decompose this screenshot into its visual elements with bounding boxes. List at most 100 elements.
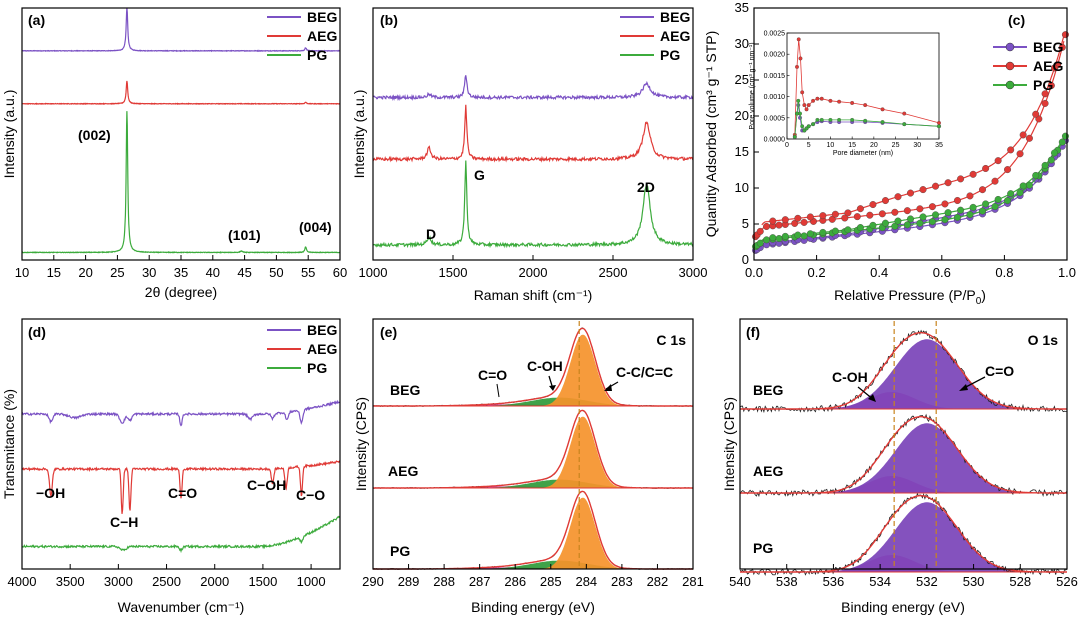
y-axis-title: Intensity (a.u.) bbox=[1, 90, 17, 179]
x-tick-label: 0.0 bbox=[745, 265, 763, 280]
legend-label-beg: BEG bbox=[307, 9, 337, 25]
adsorption-point-pg bbox=[991, 203, 999, 211]
inset-point-aeg bbox=[850, 101, 855, 105]
desorption-point-aeg bbox=[1050, 64, 1058, 72]
desorption-point-pg bbox=[932, 211, 940, 219]
y-tick-label: 25 bbox=[735, 72, 749, 87]
arrowhead-coh bbox=[868, 394, 876, 402]
x-tick-label: 281 bbox=[682, 574, 704, 589]
plot-frame bbox=[739, 318, 1068, 570]
panel-d: 4000 3500 3000 2500 2000 1500 1000 (d) BEG AEG P… bbox=[1, 318, 341, 615]
inset-point-pg bbox=[850, 117, 855, 122]
desorption-point-aeg bbox=[994, 157, 1002, 165]
inset-point-aeg bbox=[795, 64, 799, 69]
x-tick-label: 55 bbox=[301, 265, 315, 280]
annotation-002: (002) bbox=[78, 127, 111, 143]
inset-point-pg bbox=[811, 122, 816, 127]
x-tick-label: 60 bbox=[333, 265, 347, 280]
x-tick-label: 25 bbox=[110, 265, 124, 280]
desorption-point-aeg bbox=[907, 189, 915, 197]
series-line-beg bbox=[21, 399, 341, 427]
x-tick-label: 4000 bbox=[8, 574, 37, 589]
legend-label-aeg: AEG bbox=[660, 28, 690, 44]
x-axis-title: Relative Pressure (P/P0) bbox=[834, 287, 986, 307]
y-tick-label: 20 bbox=[735, 108, 749, 123]
adsorption-point-aeg bbox=[763, 222, 771, 230]
x-tick-label: 50 bbox=[269, 265, 283, 280]
adsorption-point-pg bbox=[1047, 156, 1055, 164]
fit-envelope-line bbox=[373, 490, 693, 570]
adsorption-point-aeg bbox=[991, 177, 999, 185]
desorption-point-pg bbox=[819, 228, 827, 236]
x-tick-label: 2000 bbox=[200, 574, 229, 589]
inset-y-tick-label: 0.0015 bbox=[764, 73, 786, 80]
y-tick-label: 15 bbox=[735, 144, 749, 159]
adsorption-point-pg bbox=[966, 211, 974, 219]
desorption-point-aeg bbox=[1019, 131, 1027, 139]
inset-point-pg bbox=[880, 120, 885, 124]
x-tick-label: 528 bbox=[1009, 574, 1031, 589]
inset-point-aeg bbox=[863, 103, 868, 108]
inset-line-beg bbox=[794, 105, 940, 137]
desorption-point-pg bbox=[982, 200, 990, 208]
x-tick-label: 538 bbox=[776, 574, 798, 589]
inset-point-pg bbox=[800, 124, 805, 129]
inset-point-aeg bbox=[811, 98, 816, 103]
desorption-point-pg bbox=[794, 231, 802, 239]
x-tick-label: 40 bbox=[206, 265, 220, 280]
x-tick-label: 15 bbox=[47, 265, 61, 280]
y-tick-label: 35 bbox=[735, 0, 749, 15]
x-axis-title-main: Relative Pressure (P/P bbox=[834, 287, 976, 303]
adsorption-point-aeg bbox=[878, 210, 886, 218]
adsorption-point-pg bbox=[763, 236, 771, 244]
panel-b: 1000 1500 2000 2500 3000 (b) BEG AEG PG D G 2D… bbox=[351, 7, 707, 303]
row-label-aeg: AEG bbox=[388, 463, 418, 479]
desorption-point-pg bbox=[881, 219, 889, 227]
x-axis-title-sub: 0 bbox=[976, 296, 982, 307]
inset-point-pg bbox=[798, 111, 802, 116]
adsorption-point-aeg bbox=[1041, 99, 1049, 107]
inset-point-pg bbox=[937, 124, 941, 129]
x-tick-label: 0.4 bbox=[870, 265, 888, 280]
annotation-004: (004) bbox=[299, 219, 332, 235]
annotation-coh: C-OH bbox=[527, 358, 563, 374]
adsorption-point-aeg bbox=[941, 200, 949, 208]
desorption-point-pg bbox=[1007, 190, 1015, 198]
desorption-point-aeg bbox=[856, 205, 864, 213]
plot-frame bbox=[372, 318, 694, 570]
inset-point-aeg bbox=[828, 98, 833, 103]
inset-point-aeg bbox=[798, 56, 803, 61]
panel-a: 10 15 20 25 30 35 40 45 50 55 60 (a) BEG AEG PG (002… bbox=[1, 7, 347, 300]
y-axis-title: Intensity (CPS) bbox=[721, 397, 737, 491]
adsorption-point-aeg bbox=[978, 186, 986, 194]
inset-x-tick-label: 20 bbox=[870, 142, 878, 149]
inset-point-aeg bbox=[819, 96, 824, 101]
inset-x-axis-title: Pore diameter (nm) bbox=[833, 150, 893, 157]
adsorption-point-aeg bbox=[775, 221, 783, 229]
annotation-ch: C−H bbox=[110, 514, 138, 530]
adsorption-point-aeg bbox=[853, 213, 861, 221]
desorption-point-pg bbox=[869, 221, 877, 229]
row-label-beg: BEG bbox=[753, 382, 783, 398]
inset-frame bbox=[786, 32, 940, 140]
adsorption-point-pg bbox=[978, 207, 986, 215]
adsorption-point-aeg bbox=[1004, 166, 1012, 174]
inset-x-tick-label: 35 bbox=[935, 142, 943, 149]
row-label-aeg: AEG bbox=[753, 463, 783, 479]
desorption-point-aeg bbox=[806, 213, 814, 221]
x-tick-label: 3500 bbox=[56, 574, 85, 589]
inset-point-aeg bbox=[902, 111, 907, 116]
inset-x-tick-label: 0 bbox=[785, 142, 789, 149]
desorption-point-aeg bbox=[957, 175, 965, 183]
inset-line-pg bbox=[794, 100, 940, 137]
x-tick-label: 2500 bbox=[599, 265, 628, 280]
inset-y-axis-title: Pore volume (cm³ g⁻¹ nm⁻¹) bbox=[749, 42, 756, 129]
series-line-aeg bbox=[372, 104, 694, 163]
x-tick-label: 20 bbox=[78, 265, 92, 280]
desorption-point-pg bbox=[1041, 161, 1049, 169]
adsorption-point-aeg bbox=[866, 211, 874, 219]
adsorption-point-pg bbox=[775, 235, 783, 243]
adsorption-point-pg bbox=[916, 219, 924, 227]
adsorption-point-pg bbox=[928, 218, 936, 226]
raw-spectrum-line bbox=[372, 410, 694, 489]
